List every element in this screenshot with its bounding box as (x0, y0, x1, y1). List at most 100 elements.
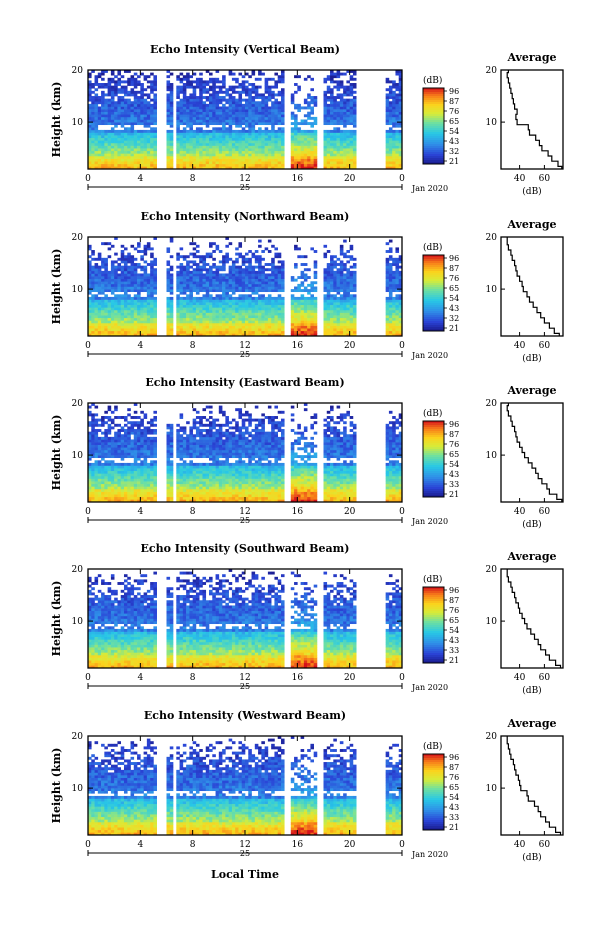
heatmap-cell (343, 284, 347, 287)
heatmap-cell (167, 93, 171, 96)
x-tick-label: 20 (344, 174, 356, 184)
heatmap-cell (121, 106, 125, 109)
heatmap-cell (127, 281, 131, 284)
heatmap-cell (353, 297, 357, 300)
heatmap-cell (278, 326, 282, 329)
heatmap-cell (235, 313, 239, 316)
heatmap-cell (281, 331, 285, 334)
heatmap-cell (127, 101, 131, 104)
heatmap-cell (340, 302, 344, 305)
heatmap-cell (137, 117, 141, 120)
heatmap-cell (225, 148, 229, 151)
profile-title: Average (506, 51, 556, 64)
heatmap-cell (216, 318, 220, 321)
heatmap-cell (271, 279, 275, 282)
heatmap-cell (189, 127, 193, 130)
heatmap-cell (98, 140, 102, 143)
heatmap-cell (333, 300, 337, 303)
heatmap-cell (291, 112, 295, 115)
heatmap-cell (248, 266, 252, 269)
heatmap-cell (104, 310, 108, 313)
heatmap-cell (137, 266, 141, 269)
heatmap-cell (294, 75, 298, 78)
heatmap-cell (310, 307, 314, 310)
heatmap-cell (219, 148, 223, 151)
heatmap-cell (98, 151, 102, 154)
heatmap-cell (307, 313, 311, 316)
heatmap-cell (350, 138, 354, 141)
heatmap-cell (310, 297, 314, 300)
heatmap-cell (281, 75, 285, 78)
heatmap-cell (131, 143, 135, 146)
heatmap-cell (193, 287, 197, 290)
heatmap-cell (91, 297, 95, 300)
heatmap-cell (167, 151, 171, 154)
heatmap-cell (248, 117, 252, 120)
heatmap-cell (225, 297, 229, 300)
heatmap-cell (95, 315, 99, 318)
heatmap-cell (186, 148, 190, 151)
heatmap-cell (281, 99, 285, 102)
heatmap-cell (95, 479, 99, 482)
heatmap-cell (193, 112, 197, 115)
heatmap-cell (137, 75, 141, 78)
heatmap-cell (101, 93, 105, 96)
heatmap-cell (392, 307, 396, 310)
heatmap-cell (248, 120, 252, 123)
heatmap-cell (343, 268, 347, 271)
heatmap-cell (170, 125, 174, 128)
heatmap-cell (212, 310, 216, 313)
colorbar-segment (423, 277, 444, 279)
heatmap-cell (212, 276, 216, 279)
heatmap-cell (140, 255, 144, 258)
heatmap-cell (199, 164, 203, 167)
heatmap-cell (389, 133, 393, 136)
heatmap-cell (193, 135, 197, 138)
heatmap-cell (271, 313, 275, 316)
heatmap-cell (98, 284, 102, 287)
heatmap-cell (202, 83, 206, 86)
heatmap-cell (301, 300, 305, 303)
heatmap-cell (216, 247, 220, 250)
heatmap-cell (245, 276, 249, 279)
heatmap-cell (101, 310, 105, 313)
heatmap-cell (150, 120, 154, 123)
heatmap-cell (91, 153, 95, 156)
heatmap-cell (238, 133, 242, 136)
heatmap-cell (297, 109, 301, 112)
heatmap-cell (232, 305, 236, 308)
heatmap-cell (183, 86, 187, 89)
heatmap-cell (242, 122, 246, 125)
heatmap-cell (222, 318, 226, 321)
heatmap-cell (232, 156, 236, 159)
heatmap-cell (297, 310, 301, 313)
heatmap-cell (232, 271, 236, 274)
heatmap-cell (209, 138, 213, 141)
panel-2: Echo Intensity (Eastward Beam)Height (km… (50, 376, 563, 530)
heatmap-cell (206, 125, 210, 128)
heatmap-cell (219, 109, 223, 112)
heatmap-cell (131, 164, 135, 167)
heatmap-cell (91, 479, 95, 482)
heatmap-cell (147, 135, 151, 138)
heatmap-cell (216, 146, 220, 149)
heatmap-cell (346, 284, 350, 287)
heatmap-cell (104, 302, 108, 305)
heatmap-cell (222, 133, 226, 136)
heatmap-cell (101, 99, 105, 102)
heatmap-cell (186, 305, 190, 308)
heatmap-cell (281, 138, 285, 141)
heatmap-cell (389, 287, 393, 290)
heatmap-cell (271, 271, 275, 274)
heatmap-cell (199, 331, 203, 334)
heatmap-cell (140, 159, 144, 162)
heatmap-cell (297, 148, 301, 151)
heatmap-cell (121, 310, 125, 313)
heatmap-cell (395, 151, 399, 154)
heatmap-cell (386, 146, 390, 149)
heatmap-cell (140, 305, 144, 308)
heatmap-cell (395, 109, 399, 112)
heatmap-cell (147, 300, 151, 303)
heatmap-cell (258, 112, 262, 115)
heatmap-cell (137, 281, 141, 284)
